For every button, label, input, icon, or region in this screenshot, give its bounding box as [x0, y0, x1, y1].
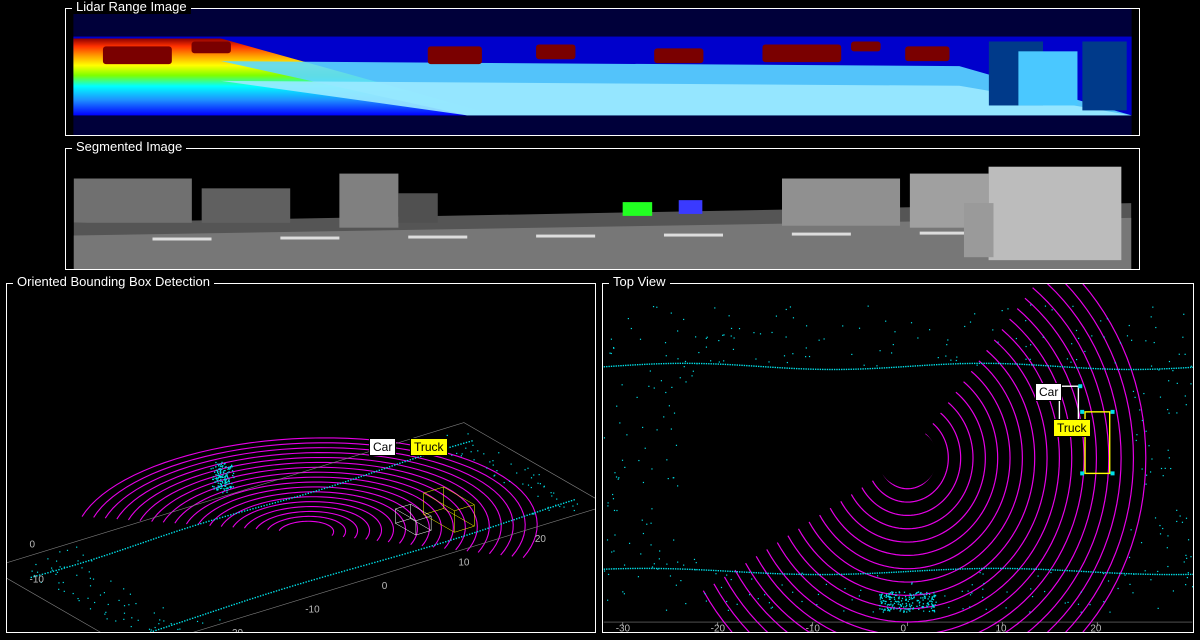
segmented-svg — [66, 149, 1139, 269]
svg-text:-10: -10 — [305, 604, 320, 615]
segmented-title: Segmented Image — [72, 139, 186, 154]
topview-panel: Top View -30-20-1001020 Car Truck — [602, 283, 1194, 633]
obb-panel: Oriented Bounding Box Detection -30-20-1… — [6, 283, 596, 633]
obb-title: Oriented Bounding Box Detection — [13, 274, 214, 289]
segmented-panel: Segmented Image — [65, 148, 1140, 270]
svg-text:0: 0 — [901, 624, 907, 632]
svg-text:-20: -20 — [229, 628, 244, 632]
svg-text:-30: -30 — [616, 624, 631, 632]
svg-text:-10: -10 — [30, 574, 45, 585]
topview-svg: -30-20-1001020 — [603, 284, 1193, 632]
topview-car-label: Car — [1035, 383, 1062, 401]
topview-truck-label: Truck — [1053, 419, 1091, 437]
svg-text:10: 10 — [995, 624, 1007, 632]
svg-text:0: 0 — [382, 581, 388, 592]
lidar-range-svg — [66, 9, 1139, 135]
svg-text:10: 10 — [458, 557, 470, 568]
svg-text:0: 0 — [30, 539, 36, 550]
topview-title: Top View — [609, 274, 670, 289]
lidar-range-panel: Lidar Range Image — [65, 8, 1140, 136]
obb-truck-label: Truck — [410, 438, 448, 456]
svg-text:-20: -20 — [711, 624, 726, 632]
svg-text:20: 20 — [1090, 624, 1102, 632]
obb-car-label: Car — [369, 438, 396, 456]
svg-text:20: 20 — [535, 534, 547, 545]
lidar-range-title: Lidar Range Image — [72, 0, 191, 14]
obb-svg: -30-20-1001020-100 — [7, 284, 595, 632]
